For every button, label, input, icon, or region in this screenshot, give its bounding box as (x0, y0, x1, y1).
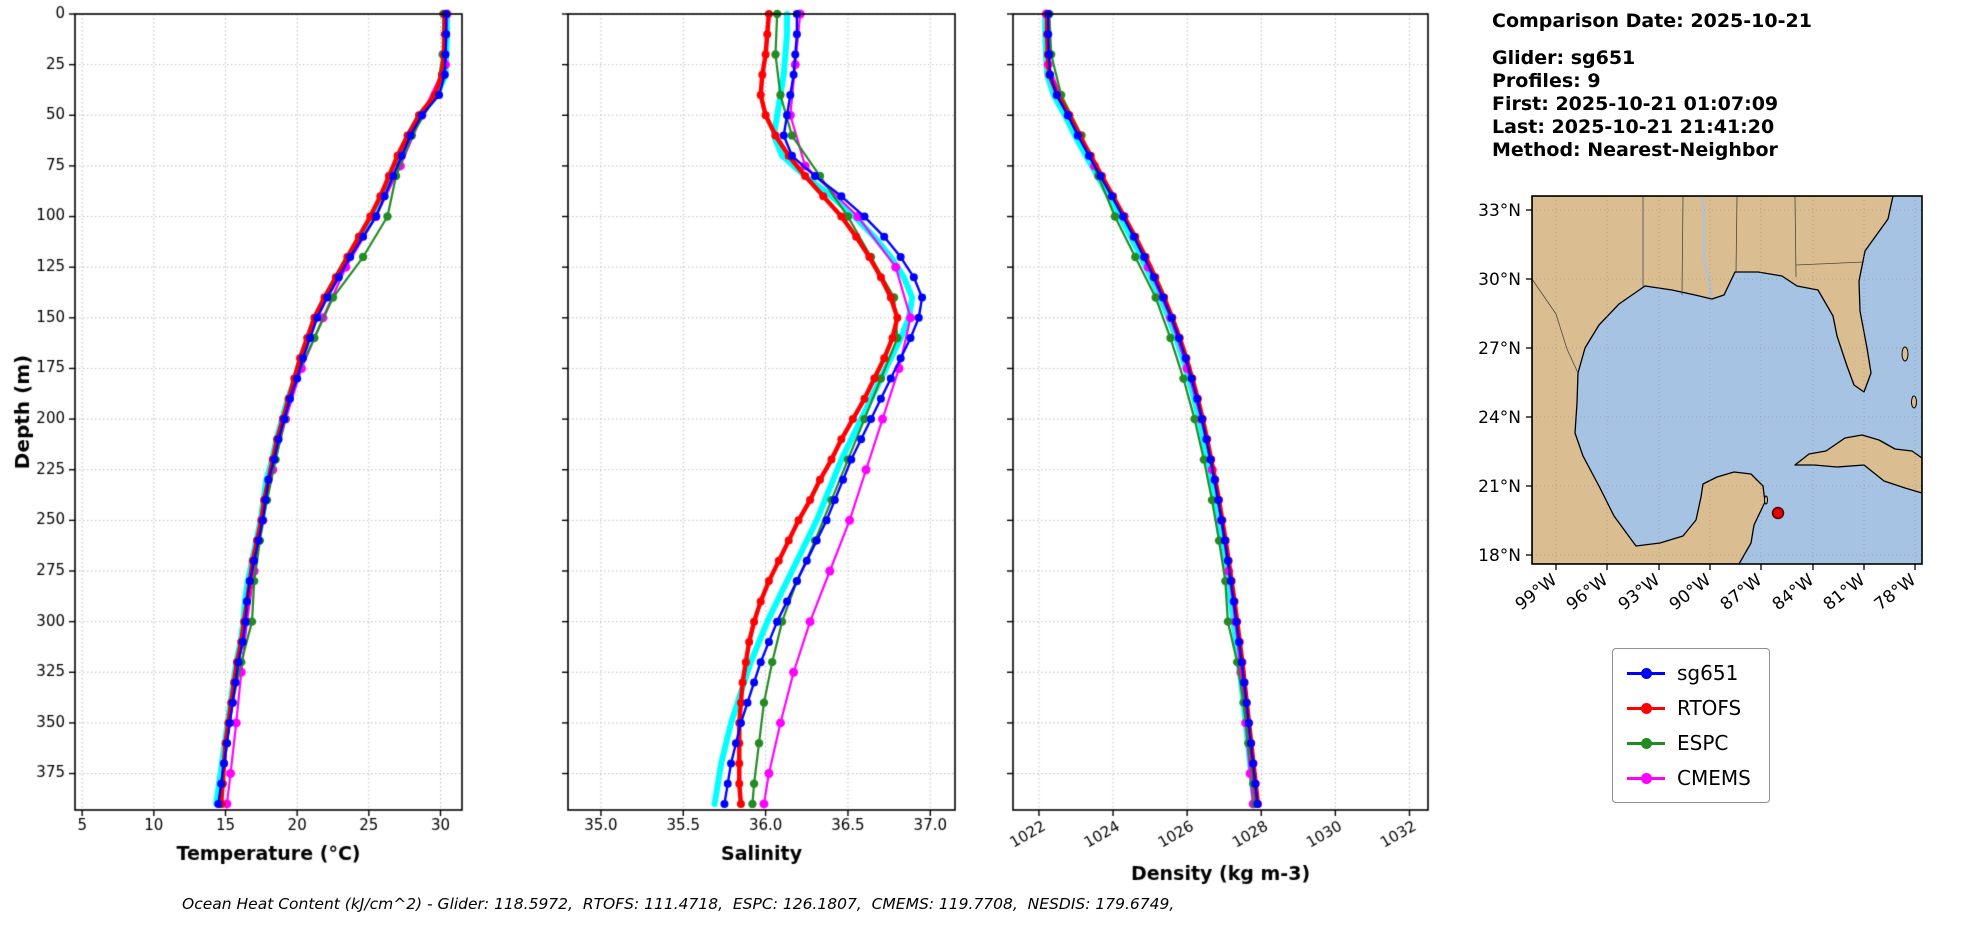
lon-label: 90°W (1666, 570, 1715, 615)
info-panel: Comparison Date: 2025-10-21 Glider: sg65… (1492, 10, 1812, 162)
lon-label: 81°W (1820, 570, 1869, 615)
map-latitude-labels: 33°N 30°N 27°N 24°N 21°N 18°N (1478, 201, 1521, 566)
lon-label: 78°W (1871, 570, 1920, 615)
glider-position-marker (1771, 506, 1785, 520)
legend-label: ESPC (1677, 731, 1729, 755)
north-america-landmass (1532, 196, 1894, 564)
lon-label: 99°W (1512, 570, 1561, 615)
legend-item-espc: ESPC (1627, 731, 1751, 755)
lon-label: 96°W (1563, 570, 1612, 615)
legend-label: CMEMS (1677, 766, 1751, 790)
lat-label: 21°N (1478, 477, 1521, 497)
lat-label: 27°N (1478, 339, 1521, 359)
lon-label: 84°W (1769, 570, 1818, 615)
legend-label: RTOFS (1677, 696, 1742, 720)
legend-line-marker (1627, 700, 1665, 716)
legend-item-rtofs: RTOFS (1627, 696, 1751, 720)
last-profile-time-text: Last: 2025-10-21 21:41:20 (1492, 116, 1775, 138)
legend-line-marker (1627, 665, 1665, 681)
island-andros (1911, 395, 1917, 409)
map-tick-marks (1526, 209, 1916, 570)
island-cozumel (1764, 495, 1768, 505)
map-graticule (1532, 196, 1922, 564)
first-profile-time-text: First: 2025-10-21 01:07:09 (1492, 93, 1779, 115)
profile-plots-canvas (0, 0, 1480, 934)
glider-id-text: Glider: sg651 (1492, 47, 1636, 69)
lat-label: 30°N (1478, 270, 1521, 290)
ocean-heat-content-caption: Ocean Heat Content (kJ/cm^2) - Glider: 1… (182, 895, 1175, 913)
profiles-count-text: Profiles: 9 (1492, 70, 1601, 92)
comparison-date-text: Comparison Date: 2025-10-21 (1492, 10, 1812, 32)
lat-label: 33°N (1478, 201, 1521, 221)
info-spacer (1492, 33, 1812, 47)
gulf-of-mexico-map: 33°N 30°N 27°N 24°N 21°N 18°N 99°W 96°W … (1478, 195, 1923, 615)
state-borders (1532, 196, 1865, 374)
map-frame (1531, 195, 1923, 565)
legend-item-sg651: sg651 (1627, 661, 1751, 685)
lat-label: 18°N (1478, 546, 1521, 566)
cuba-landmass (1794, 434, 1922, 494)
legend: sg651 RTOFS ESPC CMEMS (1612, 648, 1770, 803)
legend-line-marker (1627, 735, 1665, 751)
legend-item-cmems: CMEMS (1627, 766, 1751, 790)
lon-label: 93°W (1615, 570, 1664, 615)
legend-line-marker (1627, 770, 1665, 786)
island-bahamas (1901, 346, 1909, 362)
map-longitude-labels: 99°W 96°W 93°W 90°W 87°W 84°W 81°W 78°W (1512, 570, 1920, 615)
mississippi-river (1701, 196, 1713, 299)
legend-label: sg651 (1677, 661, 1739, 685)
lat-label: 24°N (1478, 408, 1521, 428)
lon-label: 87°W (1717, 570, 1766, 615)
method-text: Method: Nearest-Neighbor (1492, 139, 1778, 161)
